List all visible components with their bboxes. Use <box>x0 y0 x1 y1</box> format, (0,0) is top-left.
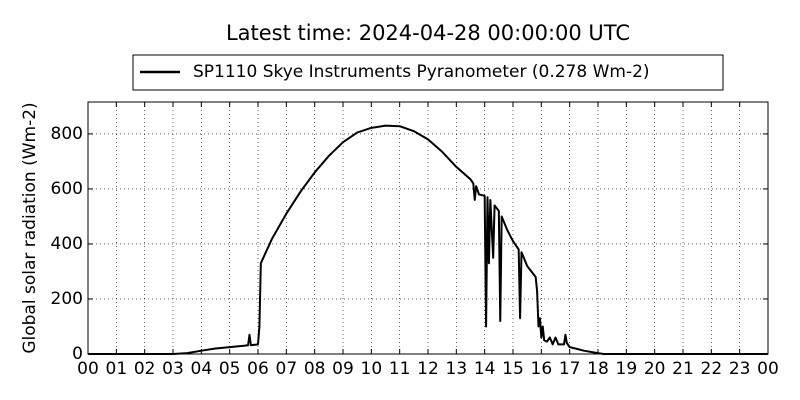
chart-title: Latest time: 2024-04-28 00:00:00 UTC <box>226 21 630 45</box>
y-tick-label: 400 <box>51 234 83 254</box>
x-tick-label: 08 <box>304 359 326 379</box>
y-tick-label: 600 <box>51 179 83 199</box>
x-tick-label: 19 <box>616 359 638 379</box>
x-tick-label: 20 <box>644 359 666 379</box>
x-tick-label: 06 <box>247 359 269 379</box>
x-tick-label: 18 <box>587 359 609 379</box>
x-tick-label: 05 <box>219 359 241 379</box>
x-tick-label: 14 <box>474 359 496 379</box>
y-tick-label: 200 <box>51 289 83 309</box>
x-tick-label: 07 <box>276 359 298 379</box>
x-tick-label: 01 <box>106 359 128 379</box>
x-tick-label: 15 <box>502 359 524 379</box>
x-tick-label: 21 <box>672 359 694 379</box>
x-tick-label: 13 <box>446 359 468 379</box>
x-tick-label: 02 <box>134 359 156 379</box>
y-axis-label: Global solar radiation (Wm-2) <box>20 102 40 353</box>
x-tick-label: 03 <box>162 359 184 379</box>
plot-frame <box>87 101 769 355</box>
x-tick-label: 16 <box>531 359 553 379</box>
y-tick-label: 800 <box>51 124 83 144</box>
x-tick-label: 04 <box>191 359 213 379</box>
x-tick-label: 22 <box>701 359 723 379</box>
x-tick-label: 11 <box>389 359 411 379</box>
x-tick-label: 12 <box>417 359 439 379</box>
y-tick-label: 0 <box>72 344 83 364</box>
x-tick-label: 10 <box>361 359 383 379</box>
legend-box <box>132 54 724 91</box>
legend-label: SP1110 Skye Instruments Pyranometer (0.2… <box>193 62 650 82</box>
x-tick-label: 00 <box>757 359 779 379</box>
x-tick-label: 23 <box>729 359 751 379</box>
x-tick-label: 17 <box>559 359 581 379</box>
x-tick-label: 09 <box>332 359 354 379</box>
data-line <box>88 124 768 355</box>
x-tick-label: 00 <box>77 359 99 379</box>
